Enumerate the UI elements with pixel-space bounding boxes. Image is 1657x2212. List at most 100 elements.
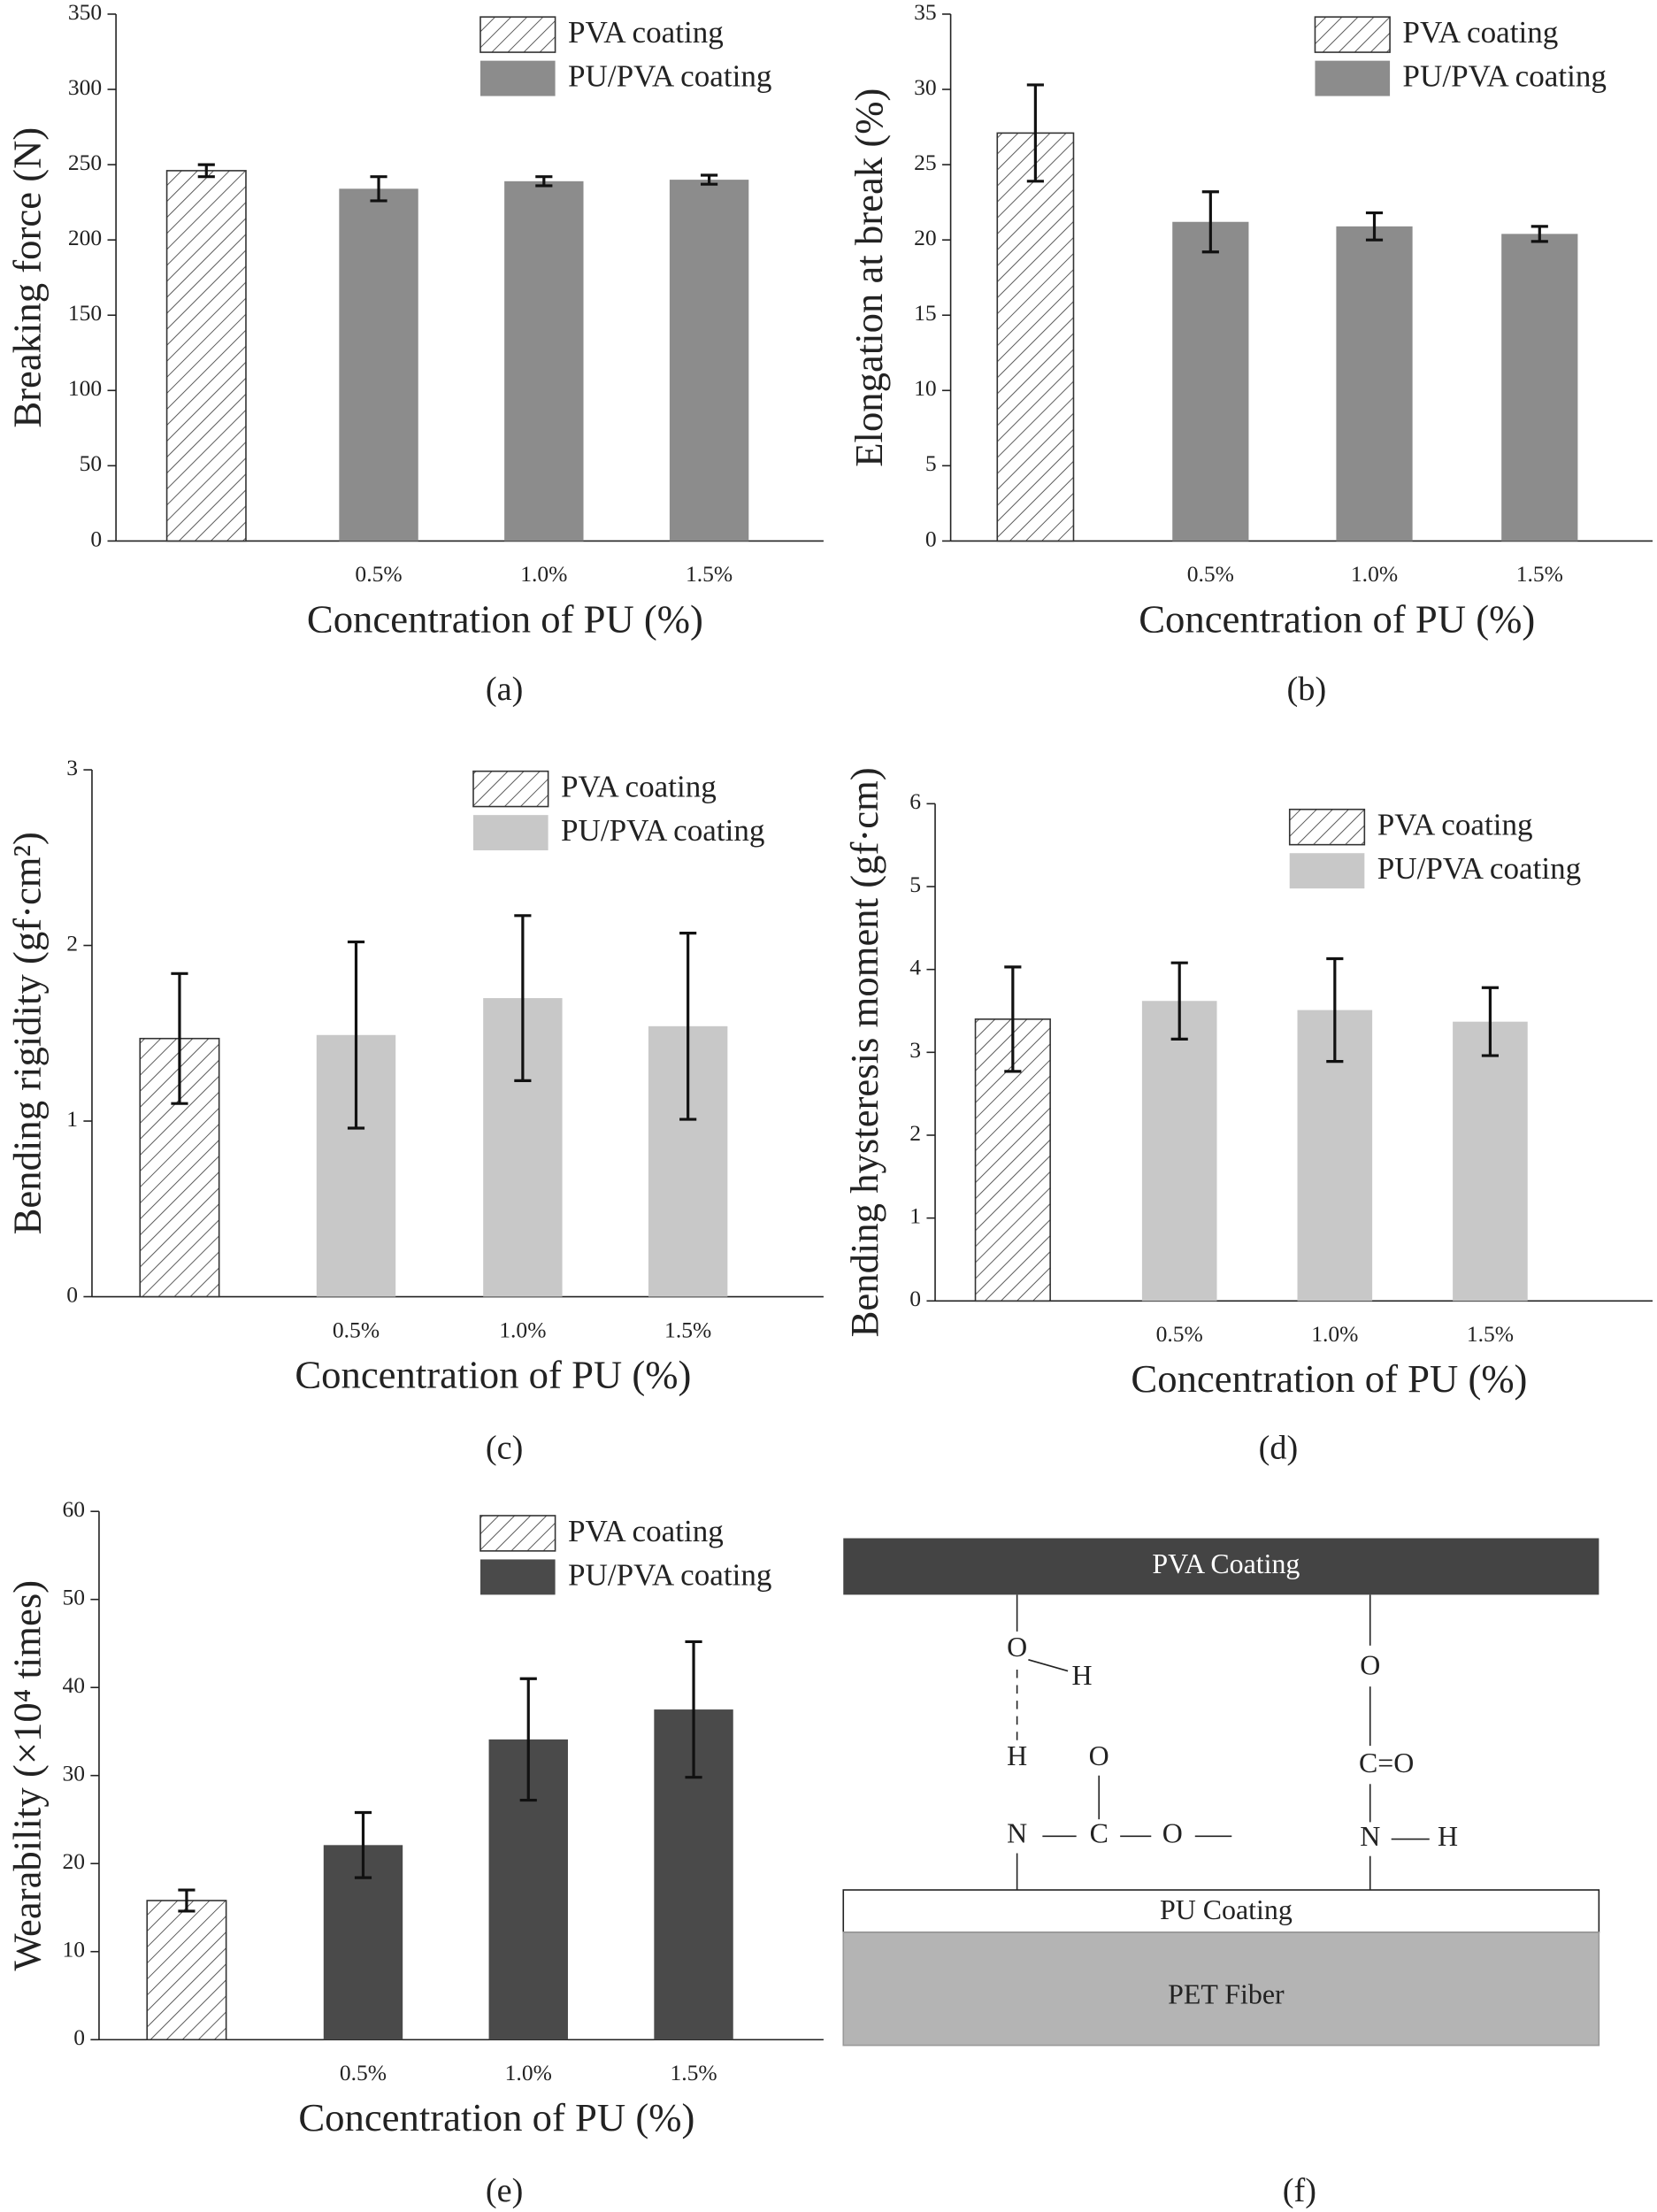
pet-layer bbox=[842, 1932, 1600, 2047]
atom: N bbox=[1360, 1821, 1380, 1852]
y-tick-label: 30 bbox=[914, 74, 937, 100]
error-bar bbox=[347, 940, 365, 1130]
legend-label: PVA coating bbox=[568, 15, 724, 50]
layer-label: PET Fiber bbox=[1168, 1979, 1285, 2010]
pva-layer bbox=[843, 1538, 1599, 1595]
bonds bbox=[1016, 1594, 1430, 1891]
error-bar bbox=[679, 932, 697, 1121]
y-tick-label: 4 bbox=[909, 955, 921, 980]
y-tick-label: 10 bbox=[62, 1937, 85, 1962]
y-tick-label: 20 bbox=[914, 225, 937, 250]
atom: H bbox=[1438, 1821, 1458, 1852]
x-tick-label: 0.5% bbox=[340, 2060, 387, 2085]
atom: C=O bbox=[1359, 1747, 1414, 1778]
y-tick-label: 3 bbox=[909, 1037, 921, 1063]
legend-label: PVA coating bbox=[561, 769, 717, 803]
x-tick-label: 0.5% bbox=[355, 561, 402, 587]
x-tick-label: 1.5% bbox=[1467, 1321, 1514, 1347]
bar bbox=[1336, 226, 1413, 541]
error-bar bbox=[178, 1888, 196, 1913]
error-bar bbox=[1201, 190, 1219, 254]
x-tick-label: 1.0% bbox=[499, 1317, 546, 1342]
error-bar bbox=[1026, 83, 1044, 183]
x-tick-label: 1.0% bbox=[520, 561, 567, 587]
x-tick-label: 1.5% bbox=[670, 2060, 717, 2085]
error-bar bbox=[1365, 211, 1384, 242]
x-axis-label: Concentration of PU (%) bbox=[295, 1352, 691, 1396]
y-tick-label: 2 bbox=[66, 930, 78, 956]
y-tick-label: 5 bbox=[925, 450, 937, 476]
legend-label: PU/PVA coating bbox=[1402, 58, 1607, 93]
y-axis-label: Wearability (×10⁴ times) bbox=[5, 1580, 50, 1971]
x-tick-label: 1.0% bbox=[1351, 561, 1398, 587]
caption: (b) bbox=[1287, 671, 1327, 708]
y-tick-label: 50 bbox=[62, 1585, 85, 1610]
atom: O bbox=[1162, 1818, 1183, 1849]
y-tick-label: 150 bbox=[68, 300, 102, 326]
caption: (f) bbox=[1283, 2172, 1316, 2209]
legend-label: PVA coating bbox=[1377, 808, 1533, 842]
y-tick-label: 250 bbox=[68, 150, 102, 175]
x-axis-label: Concentration of PU (%) bbox=[307, 596, 703, 641]
legend-label: PU/PVA coating bbox=[1377, 851, 1582, 886]
layer-label: PVA Coating bbox=[1152, 1548, 1300, 1579]
y-tick-label: 20 bbox=[62, 1848, 85, 1874]
y-tick-label: 5 bbox=[909, 872, 921, 897]
y-tick-label: 30 bbox=[62, 1761, 85, 1786]
error-bar bbox=[1170, 961, 1188, 1041]
x-axis-label: Concentration of PU (%) bbox=[1131, 1356, 1527, 1401]
y-tick-label: 60 bbox=[62, 1496, 85, 1522]
atom: H bbox=[1072, 1660, 1093, 1691]
legend-swatch bbox=[472, 770, 549, 808]
x-axis-label: Concentration of PU (%) bbox=[298, 2095, 694, 2139]
y-tick-label: 35 bbox=[914, 0, 937, 25]
error-bar bbox=[685, 1640, 702, 1779]
layer-label: PU Coating bbox=[1160, 1894, 1293, 1925]
y-tick-label: 6 bbox=[909, 788, 921, 814]
bar bbox=[974, 1018, 1051, 1302]
legend-swatch bbox=[472, 815, 548, 851]
y-axis-label: Elongation at break (%) bbox=[847, 88, 891, 467]
legend-swatch bbox=[479, 16, 556, 53]
y-tick-label: 15 bbox=[914, 300, 937, 326]
error-bar bbox=[1326, 956, 1344, 1064]
error-bar bbox=[354, 1810, 372, 1879]
x-tick-label: 1.5% bbox=[664, 1317, 711, 1342]
x-tick-label: 1.5% bbox=[686, 561, 733, 587]
y-tick-label: 0 bbox=[925, 526, 937, 551]
bar bbox=[504, 180, 584, 541]
error-bar bbox=[701, 173, 718, 186]
legend-label: PVA coating bbox=[568, 1514, 724, 1548]
error-bar bbox=[514, 914, 532, 1082]
legend-swatch bbox=[1288, 808, 1366, 846]
error-bar bbox=[1481, 986, 1500, 1057]
caption: (a) bbox=[486, 671, 524, 708]
atom: N bbox=[1007, 1818, 1027, 1849]
error-bar bbox=[370, 175, 387, 203]
y-tick-label: 0 bbox=[73, 2024, 85, 2050]
y-tick-label: 100 bbox=[68, 375, 102, 401]
y-axis-label: Bending hysteresis moment (gf·cm) bbox=[842, 767, 886, 1337]
bar bbox=[996, 132, 1075, 542]
bar bbox=[1501, 234, 1578, 541]
y-axis-label: Breaking force (N) bbox=[5, 127, 50, 428]
legend-label: PU/PVA coating bbox=[568, 58, 772, 93]
y-tick-label: 10 bbox=[914, 375, 937, 401]
axes bbox=[926, 803, 1653, 1302]
atom: O bbox=[1089, 1740, 1109, 1771]
legend-swatch bbox=[479, 60, 556, 96]
legend-swatch bbox=[1314, 16, 1391, 53]
y-axis-label: Bending rigidity (gf·cm²) bbox=[5, 832, 50, 1234]
error-bar bbox=[519, 1677, 537, 1802]
y-tick-label: 300 bbox=[68, 74, 102, 100]
bar bbox=[1453, 1021, 1528, 1302]
x-tick-label: 1.0% bbox=[1311, 1321, 1358, 1347]
error-bar bbox=[1530, 225, 1548, 243]
y-tick-label: 3 bbox=[66, 755, 78, 780]
x-tick-label: 0.5% bbox=[1156, 1321, 1203, 1347]
diagram: PVA Coating PU Coating PET Fiber O H H N… bbox=[842, 1538, 1600, 2209]
error-bar bbox=[1004, 965, 1022, 1073]
atom: C bbox=[1090, 1818, 1109, 1849]
